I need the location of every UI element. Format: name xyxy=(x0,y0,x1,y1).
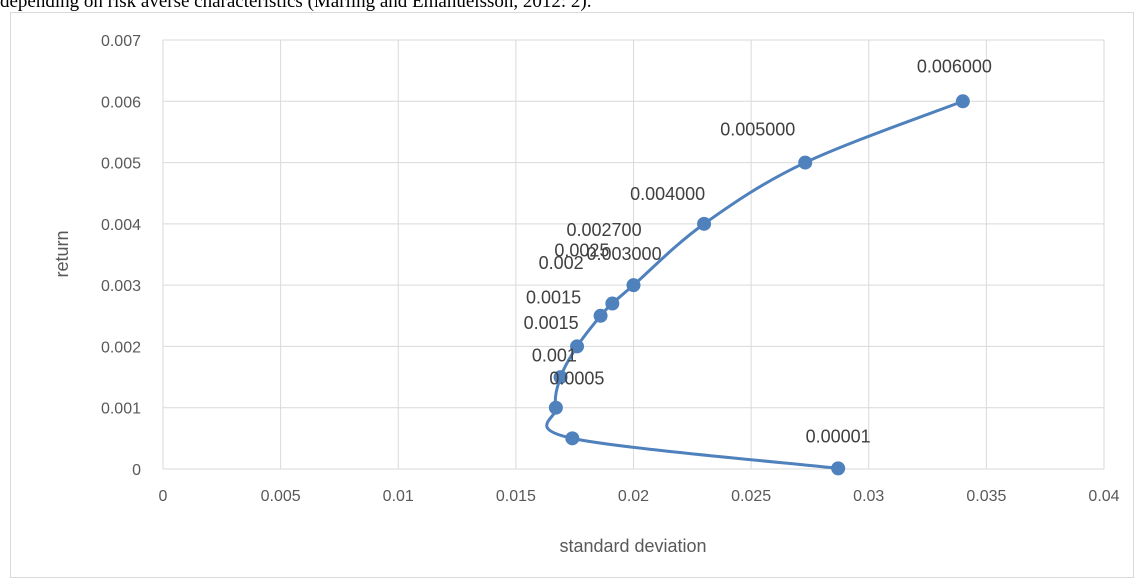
data-label: 0.006000 xyxy=(917,56,992,76)
data-label: 0.002700 xyxy=(567,220,642,240)
data-label: 0.0005 xyxy=(549,368,604,388)
x-tick-label: 0.035 xyxy=(966,488,1006,505)
x-tick-label: 0.015 xyxy=(496,488,536,505)
data-point xyxy=(798,155,813,170)
data-point xyxy=(570,339,585,354)
data-point xyxy=(626,278,641,293)
data-labels: 0.000010.00050.0010.00150.00150.0020.002… xyxy=(524,56,992,446)
y-tick-label: 0.005 xyxy=(101,156,141,173)
x-tick-label: 0.005 xyxy=(261,488,301,505)
data-label: 0.0025 xyxy=(554,241,609,261)
x-tick-label: 0.02 xyxy=(618,488,649,505)
x-tick-label: 0.03 xyxy=(853,488,884,505)
data-point xyxy=(831,461,846,476)
x-tick-label: 0.04 xyxy=(1088,488,1119,505)
caption-text: depending on risk averse characteristics… xyxy=(0,0,592,12)
y-axis-title: return xyxy=(52,230,72,277)
grid xyxy=(162,39,1105,470)
y-tick-label: 0 xyxy=(132,462,141,479)
x-tick-label: 0.01 xyxy=(383,488,414,505)
series-points xyxy=(548,94,970,476)
data-label: 0.0015 xyxy=(526,287,581,307)
y-tick-label: 0.006 xyxy=(101,94,141,111)
data-point xyxy=(955,94,970,109)
data-label: 0.001 xyxy=(532,346,577,366)
y-tick-label: 0.002 xyxy=(101,339,141,356)
y-tick-label: 0.001 xyxy=(101,401,141,418)
x-axis-title: standard deviation xyxy=(559,536,706,556)
data-label: 0.004000 xyxy=(630,184,705,204)
data-point xyxy=(593,308,608,323)
data-point xyxy=(548,400,563,415)
data-label: 0.0015 xyxy=(524,313,579,333)
y-tick-label: 0.007 xyxy=(101,33,141,50)
data-point xyxy=(565,431,580,446)
data-label: 0.005000 xyxy=(720,120,795,140)
data-label: 0.00001 xyxy=(806,426,871,446)
x-tick-label: 0 xyxy=(159,488,168,505)
data-point xyxy=(605,296,620,311)
x-tick-label: 0.025 xyxy=(731,488,771,505)
data-point xyxy=(553,370,568,385)
y-tick-labels: 0 0.001 0.002 0.003 0.004 0.005 0.006 0.007 xyxy=(101,33,141,479)
x-tick-labels: 0 0.005 0.01 0.015 0.02 0.025 0.03 0.035 0.04 xyxy=(159,488,1120,505)
data-point xyxy=(697,216,712,231)
data-label: 0.003000 xyxy=(587,244,662,264)
data-label: 0.002 xyxy=(539,253,584,273)
y-tick-label: 0.004 xyxy=(101,217,141,234)
y-tick-label: 0.003 xyxy=(101,278,141,295)
page-text-line: depending on risk averse characteristics… xyxy=(0,0,1139,12)
